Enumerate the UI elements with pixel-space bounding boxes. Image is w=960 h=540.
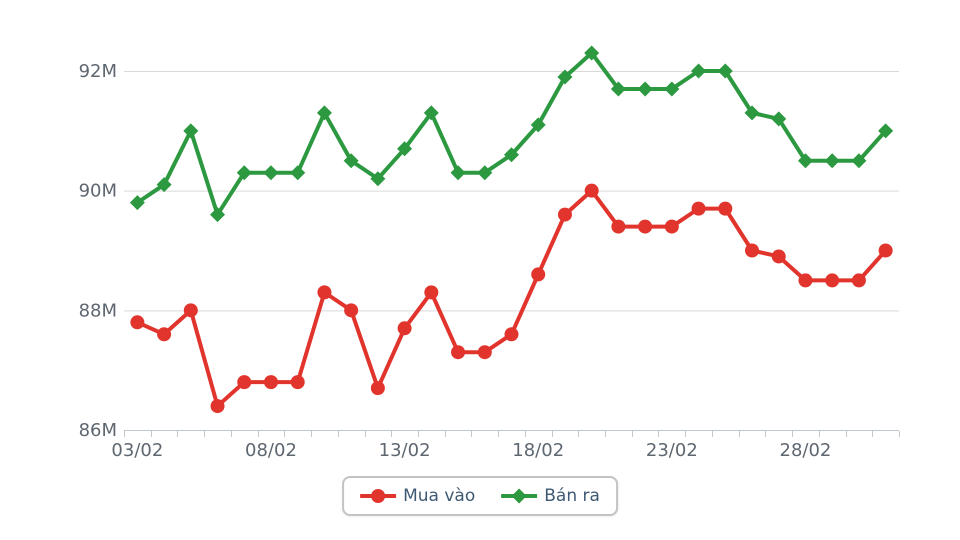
data-point-ban-ra[interactable] (530, 117, 546, 133)
legend-marker-mua-vao-icon (360, 488, 397, 504)
data-point-ban-ra[interactable] (664, 81, 680, 97)
data-point-ban-ra[interactable] (878, 123, 894, 139)
data-point-mua-vao[interactable] (504, 327, 519, 342)
data-point-mua-vao[interactable] (317, 285, 332, 300)
data-point-mua-vao[interactable] (344, 303, 359, 318)
legend: Mua vào Bán ra (342, 476, 618, 516)
data-point-mua-vao[interactable] (664, 219, 679, 234)
data-point-ban-ra[interactable] (343, 153, 359, 169)
data-point-mua-vao[interactable] (477, 345, 492, 360)
data-point-ban-ra[interactable] (210, 207, 226, 223)
data-point-mua-vao[interactable] (210, 399, 225, 414)
data-point-ban-ra[interactable] (290, 165, 306, 181)
data-point-ban-ra[interactable] (156, 177, 172, 193)
x-axis-label: 08/02 (245, 440, 297, 461)
data-point-mua-vao[interactable] (531, 267, 546, 282)
data-point-ban-ra[interactable] (263, 165, 279, 181)
data-point-mua-vao[interactable] (798, 273, 813, 288)
data-point-ban-ra[interactable] (477, 165, 493, 181)
data-point-mua-vao[interactable] (851, 273, 866, 288)
y-axis-label: 86M (79, 420, 117, 441)
x-axis-label: 13/02 (379, 440, 431, 461)
data-point-mua-vao[interactable] (451, 345, 466, 360)
data-point-ban-ra[interactable] (771, 111, 787, 127)
y-axis-label: 90M (79, 181, 117, 202)
data-point-mua-vao[interactable] (584, 183, 599, 198)
data-point-mua-vao[interactable] (397, 321, 412, 336)
legend-marker-glyph (501, 488, 538, 504)
data-point-ban-ra[interactable] (183, 123, 199, 139)
data-point-ban-ra[interactable] (797, 153, 813, 169)
data-point-ban-ra[interactable] (557, 69, 573, 85)
y-axis-label: 92M (79, 61, 117, 82)
legend-label-mua-vao: Mua vào (403, 486, 476, 506)
x-axis-label: 23/02 (646, 440, 698, 461)
data-point-ban-ra[interactable] (744, 105, 760, 121)
data-point-mua-vao[interactable] (825, 273, 840, 288)
legend-marker-ban-ra-icon (501, 488, 538, 504)
data-point-ban-ra[interactable] (584, 45, 600, 61)
series-line-mua-vao (135, 188, 888, 409)
data-point-mua-vao[interactable] (263, 375, 278, 390)
data-point-mua-vao[interactable] (771, 249, 786, 264)
data-point-ban-ra[interactable] (717, 63, 733, 79)
data-point-ban-ra[interactable] (370, 171, 386, 187)
data-point-ban-ra[interactable] (397, 141, 413, 157)
data-point-mua-vao[interactable] (878, 243, 893, 258)
data-point-ban-ra[interactable] (450, 165, 466, 181)
data-point-ban-ra[interactable] (504, 147, 519, 163)
data-point-ban-ra[interactable] (610, 81, 626, 97)
data-point-mua-vao[interactable] (183, 303, 198, 318)
data-point-mua-vao[interactable] (638, 219, 653, 234)
data-point-ban-ra[interactable] (851, 153, 867, 169)
data-point-mua-vao[interactable] (424, 285, 439, 300)
legend-label-ban-ra: Bán ra (544, 486, 600, 506)
x-axis-label: 18/02 (512, 440, 564, 461)
data-point-ban-ra[interactable] (316, 105, 332, 121)
data-point-ban-ra[interactable] (637, 81, 653, 97)
data-point-mua-vao[interactable] (130, 315, 145, 330)
data-point-ban-ra[interactable] (691, 63, 707, 79)
data-point-mua-vao[interactable] (370, 381, 385, 396)
data-point-mua-vao[interactable] (237, 375, 252, 390)
legend-item-ban-ra[interactable]: Bán ra (501, 486, 600, 506)
data-point-ban-ra[interactable] (423, 105, 439, 121)
data-point-mua-vao[interactable] (290, 375, 305, 390)
data-point-mua-vao[interactable] (611, 219, 626, 234)
data-point-mua-vao[interactable] (557, 207, 572, 222)
x-axis-label: 28/02 (780, 440, 832, 461)
data-point-mua-vao[interactable] (691, 201, 706, 216)
data-point-ban-ra[interactable] (236, 165, 252, 181)
series-line-ban-ra (135, 51, 888, 217)
legend-marker-glyph (360, 489, 397, 503)
data-point-ban-ra[interactable] (824, 153, 840, 169)
x-axis-label: 03/02 (111, 440, 163, 461)
data-point-mua-vao[interactable] (745, 243, 760, 258)
legend-item-mua-vao[interactable]: Mua vào (360, 486, 475, 506)
data-point-mua-vao[interactable] (157, 327, 172, 342)
y-axis-label: 88M (79, 300, 117, 321)
data-point-ban-ra[interactable] (129, 195, 145, 211)
data-point-mua-vao[interactable] (718, 201, 733, 216)
